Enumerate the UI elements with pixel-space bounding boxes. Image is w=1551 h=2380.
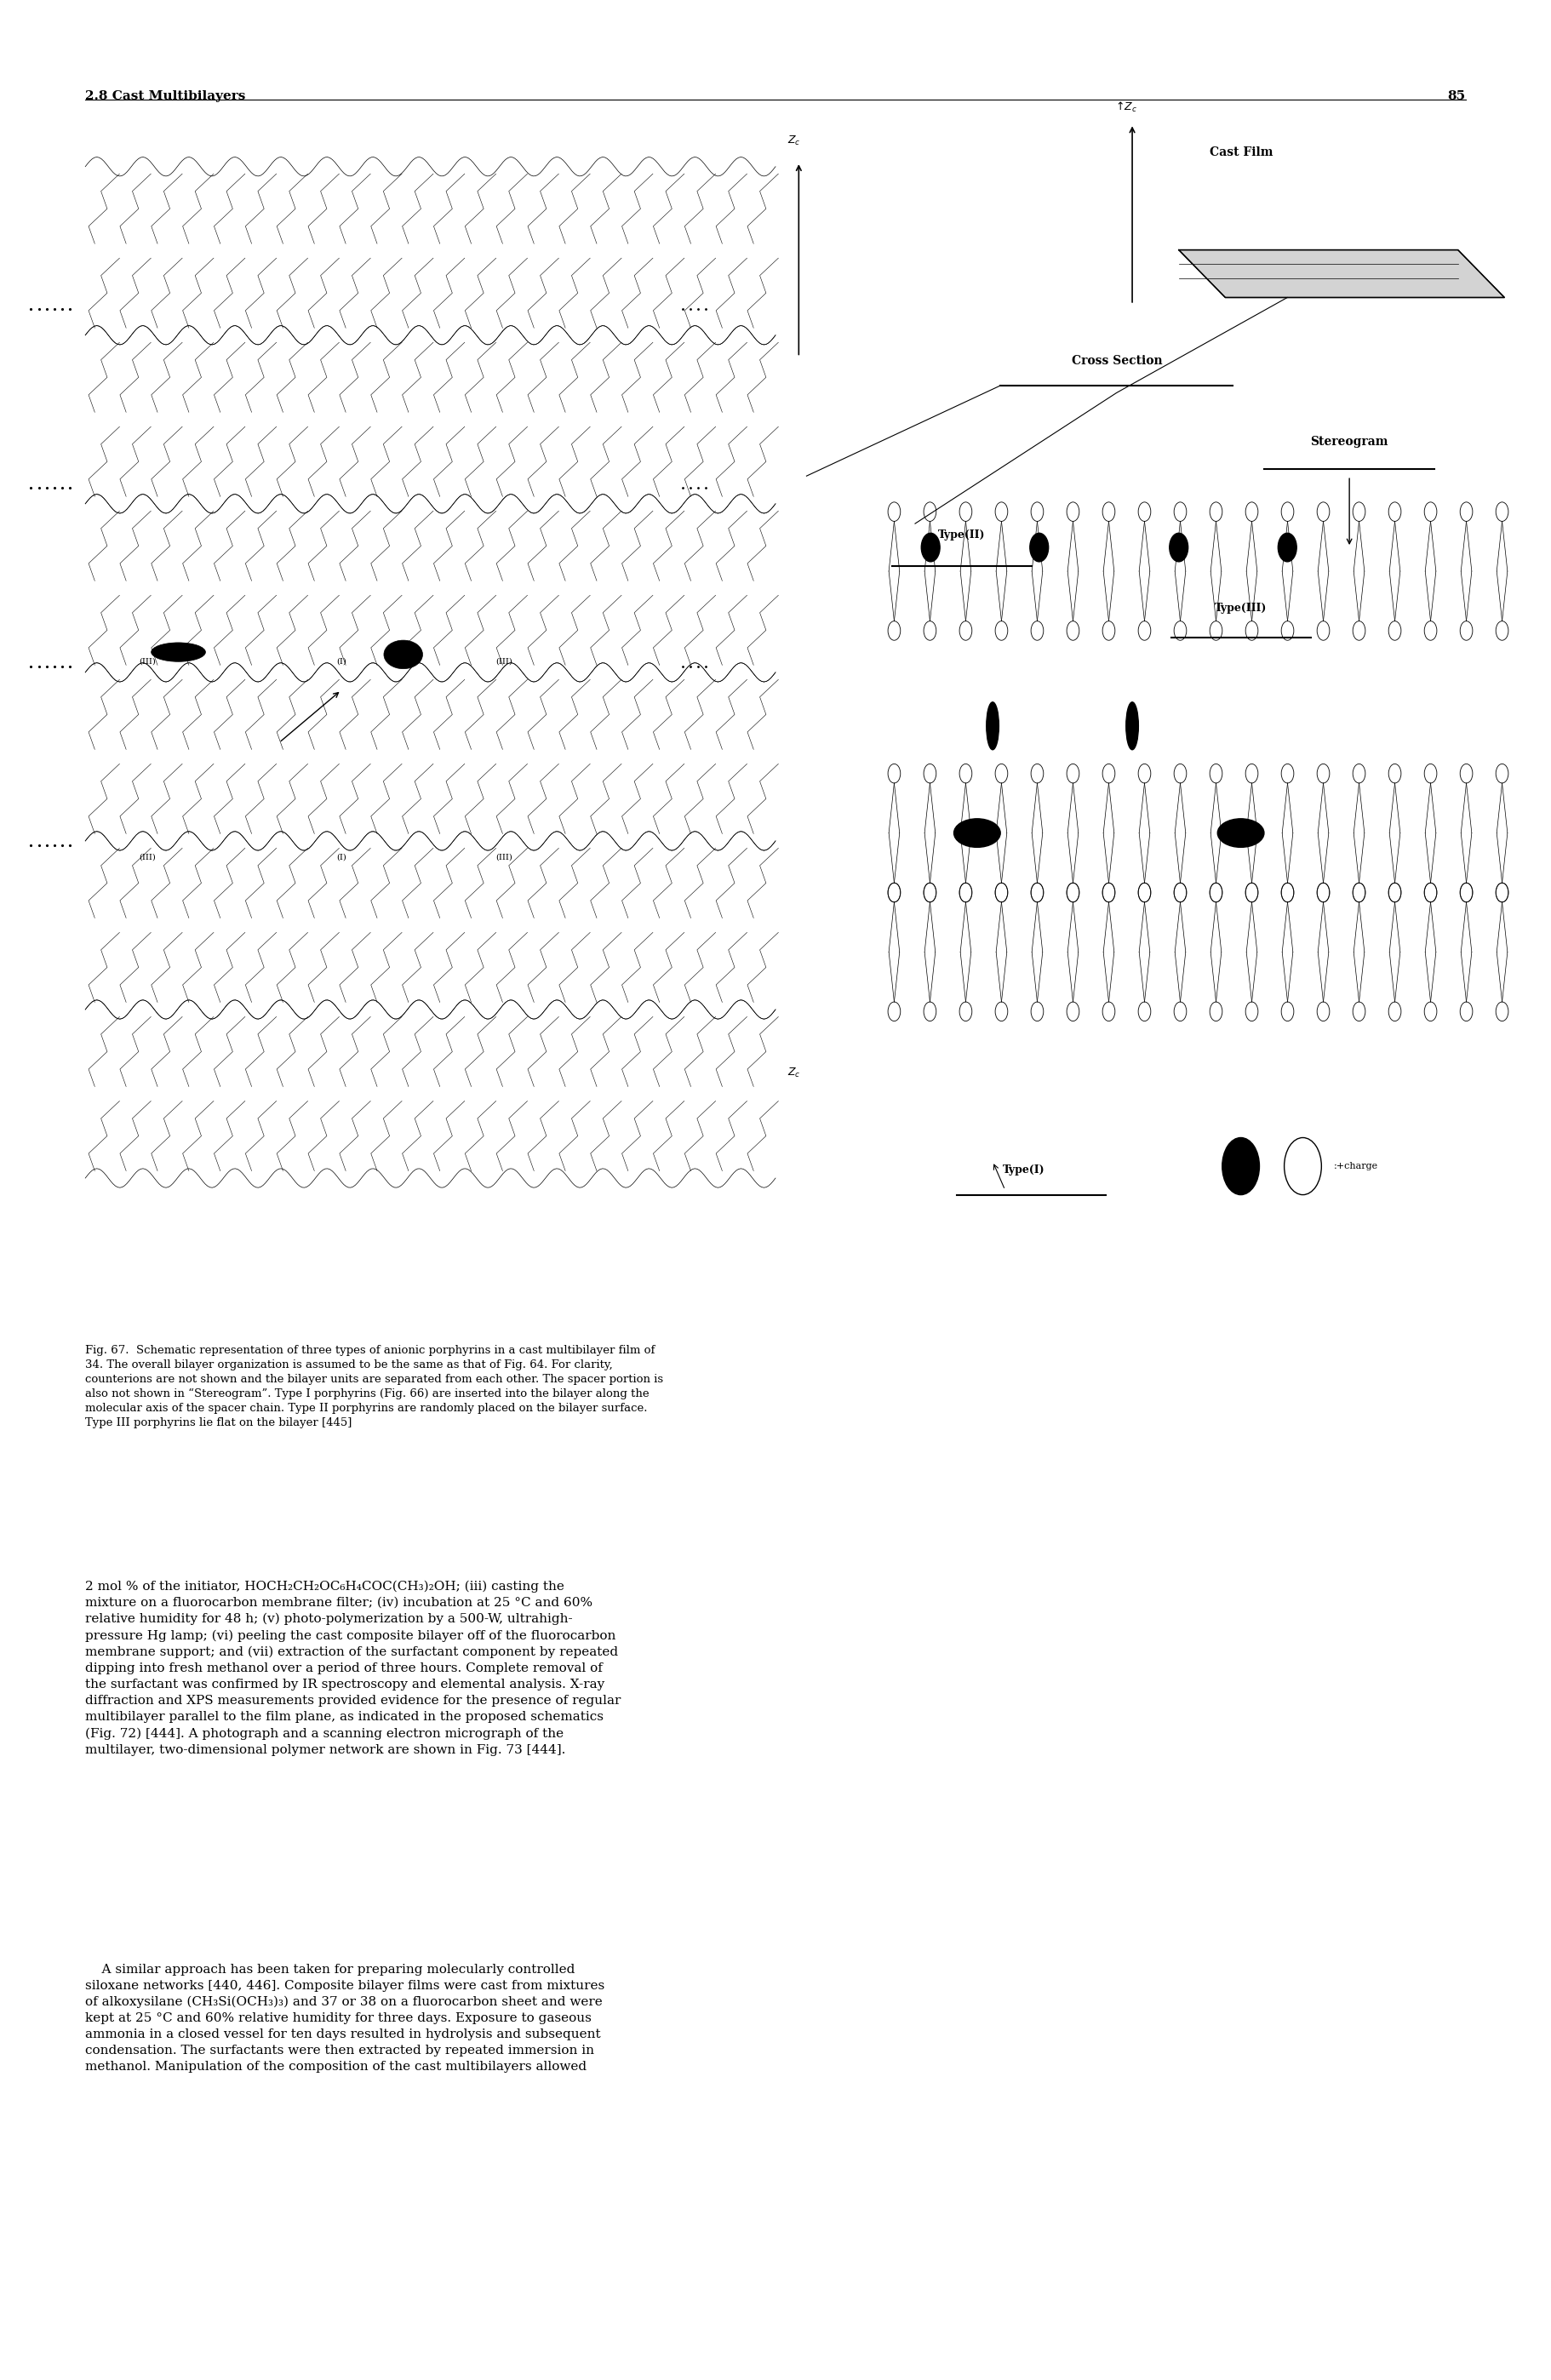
Text: Type(I): Type(I) bbox=[1002, 1164, 1045, 1176]
Text: 2.8 Cast Multibilayers: 2.8 Cast Multibilayers bbox=[85, 90, 245, 102]
Text: Type(II): Type(II) bbox=[938, 528, 985, 540]
Circle shape bbox=[1030, 533, 1048, 562]
Text: 2 mol % of the initiator, HOCH₂CH₂OC₆H₄COC(CH₃)₂OH; (iii) casting the
mixture on: 2 mol % of the initiator, HOCH₂CH₂OC₆H₄C… bbox=[85, 1580, 620, 1756]
Circle shape bbox=[1169, 533, 1188, 562]
Text: :+charge: :+charge bbox=[1334, 1161, 1379, 1171]
Text: 85: 85 bbox=[1447, 90, 1466, 102]
Circle shape bbox=[1222, 1138, 1259, 1195]
Polygon shape bbox=[1179, 250, 1504, 298]
Text: Cast Film: Cast Film bbox=[1210, 145, 1273, 159]
Ellipse shape bbox=[1126, 702, 1138, 750]
Text: (III): (III) bbox=[496, 657, 512, 666]
Ellipse shape bbox=[1218, 819, 1264, 847]
Circle shape bbox=[1284, 1138, 1321, 1195]
Text: (I): (I) bbox=[337, 852, 346, 862]
Text: (III): (III) bbox=[496, 852, 512, 862]
Text: (III): (III) bbox=[140, 852, 155, 862]
Text: Fig. 67.  Schematic representation of three types of anionic porphyrins in a cas: Fig. 67. Schematic representation of thr… bbox=[85, 1345, 664, 1428]
Text: (III): (III) bbox=[140, 657, 155, 666]
Ellipse shape bbox=[986, 702, 999, 750]
Text: $Z_c$: $Z_c$ bbox=[788, 1066, 800, 1078]
Text: A similar approach has been taken for preparing molecularly controlled
siloxane : A similar approach has been taken for pr… bbox=[85, 1964, 605, 2073]
Ellipse shape bbox=[385, 640, 422, 669]
Text: $Z_c$: $Z_c$ bbox=[788, 136, 800, 148]
Circle shape bbox=[921, 533, 940, 562]
Ellipse shape bbox=[150, 643, 205, 662]
Text: Stereogram: Stereogram bbox=[1311, 436, 1388, 447]
Text: Cross Section: Cross Section bbox=[1072, 355, 1162, 367]
Text: (I): (I) bbox=[337, 657, 346, 666]
Circle shape bbox=[1278, 533, 1297, 562]
Text: Type(III): Type(III) bbox=[1214, 602, 1267, 614]
Ellipse shape bbox=[954, 819, 1000, 847]
Text: $↑ Z_c$: $↑ Z_c$ bbox=[1115, 100, 1137, 114]
